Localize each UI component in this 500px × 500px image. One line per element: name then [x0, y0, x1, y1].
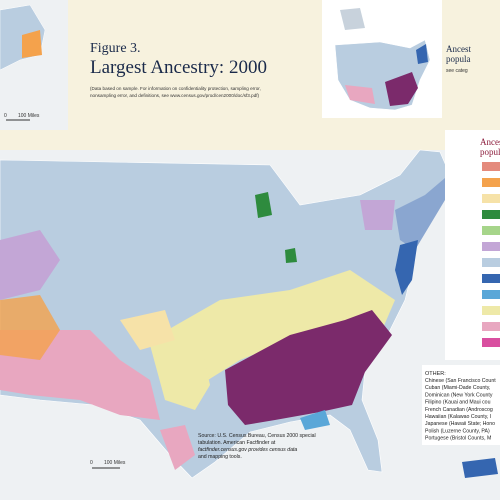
swatch — [482, 242, 500, 251]
source: and mapping tools. — [198, 454, 242, 460]
inset-region — [345, 85, 375, 104]
other-item: Chinese (San Francisco Count — [425, 378, 496, 384]
region-pink — [160, 425, 195, 470]
region-blue — [395, 240, 418, 295]
swatch — [482, 162, 500, 171]
scale-zero: 0 — [4, 113, 7, 119]
figure-title: Largest Ancestry: 2000 — [90, 57, 267, 78]
swatch — [482, 306, 500, 315]
region-northeast — [395, 178, 448, 250]
inset-legend-note: see categ — [446, 68, 468, 74]
region-orange — [0, 295, 60, 360]
other-item: Dominican (New York County — [425, 392, 493, 398]
other-item: Hawaiian (Kalawao County, I — [425, 414, 491, 420]
region-cream — [120, 310, 175, 350]
region-yellow — [150, 340, 210, 410]
legend-title: popula — [480, 147, 500, 157]
figure-note: (Data based on sample. For information o… — [90, 86, 261, 91]
region-lightblue — [300, 410, 330, 430]
swatch — [482, 226, 500, 235]
region-lavender — [360, 200, 395, 230]
region-green — [285, 248, 297, 263]
legend-swatches — [482, 162, 500, 347]
inset-region — [416, 44, 428, 64]
swatch — [482, 322, 500, 331]
region-lavender — [0, 230, 60, 300]
inset-region — [385, 72, 418, 106]
swatch — [482, 290, 500, 299]
scale-zero: 0 — [90, 460, 93, 466]
scale-label: 100 Miles — [104, 460, 126, 466]
source: factfinder.census.gov provides census da… — [198, 447, 297, 453]
inset-legend-title: Ancest — [446, 44, 471, 54]
legend-title: Ancest — [480, 137, 500, 147]
pr-shape — [462, 458, 498, 478]
swatch — [482, 258, 500, 267]
other-heading: OTHER: — [425, 371, 446, 377]
other-panel — [422, 365, 500, 445]
swatch — [482, 194, 500, 203]
other-item: Portugese (Bristol Counts, M — [425, 436, 491, 442]
alaska-region — [22, 30, 42, 58]
region-purple — [225, 310, 392, 425]
figure-note: nonsampling error, and definitions, see … — [90, 93, 260, 98]
other-item: Cuban (Miami-Dade County, — [425, 385, 490, 391]
inset-alaska — [340, 8, 365, 30]
other-item: Polish (Luzerne County, PA) — [425, 428, 490, 434]
scale-label: 100 Miles — [18, 113, 40, 119]
figure-number: Figure 3. — [90, 41, 141, 56]
inset-legend-title: popula — [446, 54, 471, 64]
swatch — [482, 178, 500, 187]
swatch — [482, 274, 500, 283]
other-item: Filipino (Kauai and Maui cou — [425, 400, 491, 406]
source: tabulation. American Factfinder at — [198, 440, 276, 446]
swatch — [482, 338, 500, 347]
swatch — [482, 210, 500, 219]
region-green — [255, 192, 272, 218]
other-item: French Canadian (Androscog — [425, 407, 493, 413]
source: Source: U.S. Census Bureau, Census 2000 … — [198, 433, 316, 439]
other-item: Japanese (Hawaii State; Hono — [425, 421, 495, 427]
region-yellow — [150, 270, 395, 385]
